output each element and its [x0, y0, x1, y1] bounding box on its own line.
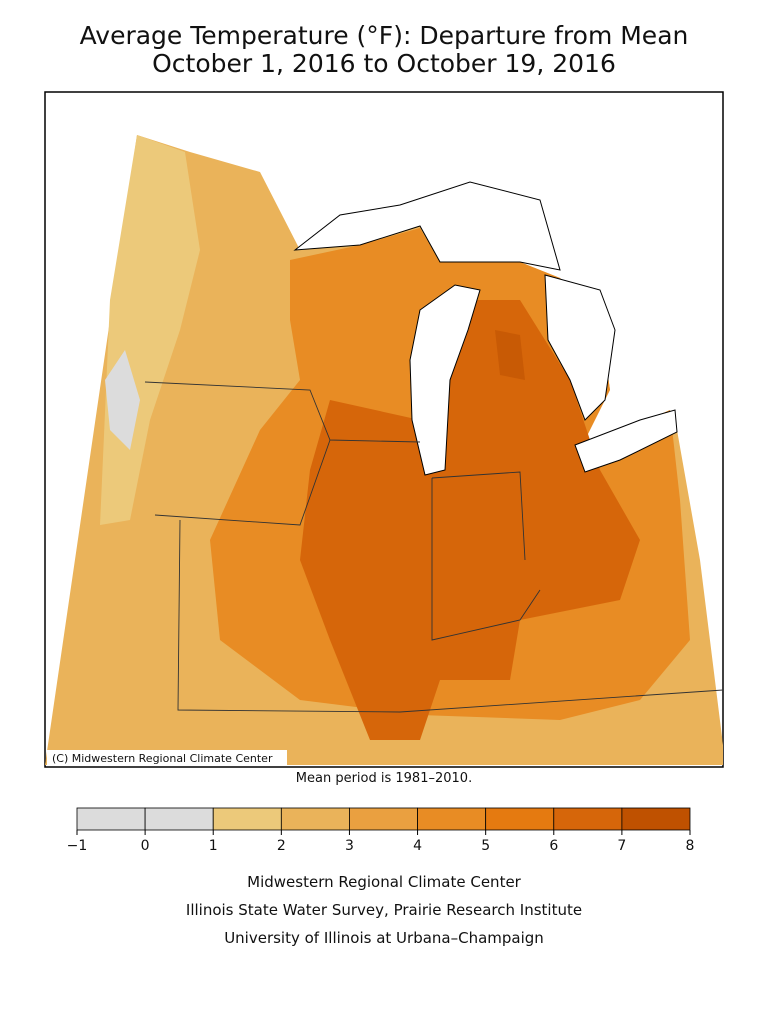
legend-tick-label: 2 [277, 838, 286, 854]
footer-line: University of Illinois at Urbana–Champai… [224, 929, 544, 947]
credit-box [47, 750, 287, 766]
legend: −1 0 1 2 3 4 5 6 7 8 [67, 807, 695, 854]
lake-michigan [409, 284, 481, 476]
map: (C) Midwestern Regional Climate Center [44, 91, 724, 768]
lake-huron [544, 274, 616, 421]
title: Average Temperature (°F): Departure from… [80, 21, 689, 50]
state-line [431, 478, 541, 641]
legend-bin [144, 807, 214, 831]
footer-line: Illinois State Water Survey, Prairie Res… [186, 901, 582, 919]
region-hot [495, 330, 525, 380]
legend-bin [280, 807, 350, 831]
legend-bin [417, 807, 487, 831]
note: Mean period is 1981–2010. [296, 771, 472, 786]
lake-erie [574, 409, 678, 473]
legend-tick-label: 8 [686, 838, 695, 854]
legend-tick-label: 6 [549, 838, 558, 854]
footer-line: Midwestern Regional Climate Center [247, 873, 522, 891]
legend-bin [212, 807, 282, 831]
lake-superior [293, 181, 561, 271]
legend-bin [553, 807, 623, 831]
state-line [144, 381, 421, 443]
legend-bin [621, 807, 691, 831]
region-warm [300, 300, 640, 740]
legend-tick-label: 3 [345, 838, 354, 854]
subtitle: October 1, 2016 to October 19, 2016 [152, 49, 616, 78]
legend-tick-label: 0 [141, 838, 150, 854]
legend-tick-label: −1 [67, 838, 88, 854]
state-line [177, 519, 724, 713]
state-line [154, 439, 331, 526]
legend-tick-label: 4 [413, 838, 422, 854]
state-line [431, 471, 526, 561]
legend-bin [349, 807, 418, 831]
legend-tick-label: 7 [617, 838, 626, 854]
legend-bin [76, 807, 146, 831]
legend-bin [485, 807, 555, 831]
credit: (C) Midwestern Regional Climate Center [52, 752, 273, 765]
legend-tick-label: 1 [209, 838, 218, 854]
legend-tick-label: 5 [481, 838, 490, 854]
region-cool [105, 350, 140, 450]
